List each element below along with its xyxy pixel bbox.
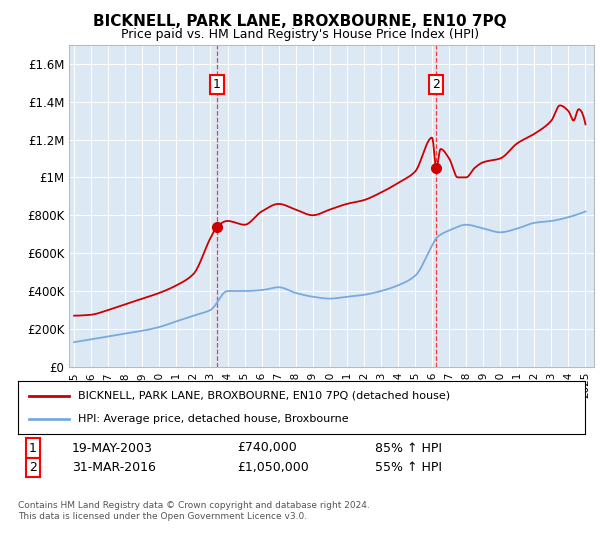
Text: Contains HM Land Registry data © Crown copyright and database right 2024.
This d: Contains HM Land Registry data © Crown c… xyxy=(18,501,370,521)
Text: BICKNELL, PARK LANE, BROXBOURNE, EN10 7PQ (detached house): BICKNELL, PARK LANE, BROXBOURNE, EN10 7P… xyxy=(77,391,449,401)
Text: 55% ↑ HPI: 55% ↑ HPI xyxy=(375,461,442,474)
Text: 85% ↑ HPI: 85% ↑ HPI xyxy=(375,441,442,455)
Text: HPI: Average price, detached house, Broxbourne: HPI: Average price, detached house, Brox… xyxy=(77,414,348,424)
Text: 31-MAR-2016: 31-MAR-2016 xyxy=(72,461,156,474)
Text: Price paid vs. HM Land Registry's House Price Index (HPI): Price paid vs. HM Land Registry's House … xyxy=(121,28,479,41)
Text: £1,050,000: £1,050,000 xyxy=(237,461,309,474)
Text: 1: 1 xyxy=(213,78,221,91)
Text: £740,000: £740,000 xyxy=(237,441,297,455)
Text: 1: 1 xyxy=(29,441,37,455)
Text: 2: 2 xyxy=(433,78,440,91)
Text: BICKNELL, PARK LANE, BROXBOURNE, EN10 7PQ: BICKNELL, PARK LANE, BROXBOURNE, EN10 7P… xyxy=(93,14,507,29)
Text: 2: 2 xyxy=(29,461,37,474)
Text: 19-MAY-2003: 19-MAY-2003 xyxy=(72,441,153,455)
